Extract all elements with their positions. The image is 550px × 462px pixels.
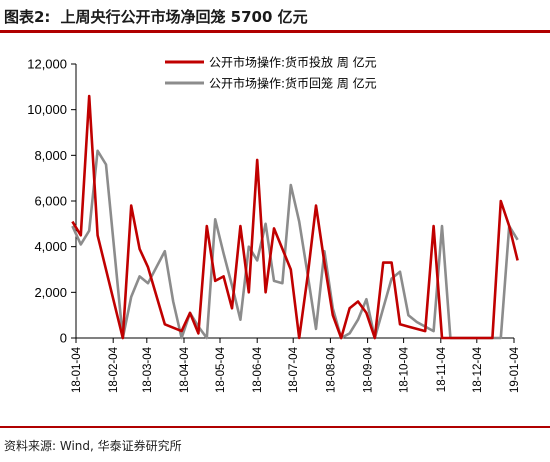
figure-number: 图表2: xyxy=(4,8,51,26)
y-tick-label: 10,000 xyxy=(27,102,67,117)
x-tick-label: 18-01-04 xyxy=(71,346,83,393)
x-tick-label: 18-03-04 xyxy=(142,346,154,393)
x-tick-label: 18-05-04 xyxy=(215,346,227,393)
y-tick-label: 2,000 xyxy=(34,285,67,300)
x-tick-label: 18-06-04 xyxy=(252,346,264,393)
source-note: 资料来源: Wind, 华泰证券研究所 xyxy=(4,439,182,453)
series-line-0 xyxy=(71,94,519,340)
figure-title-text: 上周央行公开市场净回笼 5700 亿元 xyxy=(60,8,308,26)
x-tick-label: 18-04-04 xyxy=(179,346,191,393)
chart-axes: 0 2,000 4,000 6,000 8,000 10,000 12,000 18-01-0… xyxy=(27,57,521,394)
line-chart: 0 2,000 4,000 6,000 8,000 10,000 12,000 18-01-0… xyxy=(27,55,521,394)
figure-title: 图表2: 上周央行公开市场净回笼 5700 亿元 xyxy=(4,6,308,27)
y-tick-label: 6,000 xyxy=(34,194,67,209)
x-tick-label: 18-12-04 xyxy=(472,346,484,393)
x-tick-label: 18-07-04 xyxy=(288,346,300,393)
y-tick-label: 0 xyxy=(60,331,67,346)
x-tick-label: 18-11-04 xyxy=(436,346,448,392)
y-tick-label: 8,000 xyxy=(34,148,67,163)
x-tick-label: 18-02-04 xyxy=(108,346,120,393)
title-rule xyxy=(0,30,550,33)
series-line-1 xyxy=(71,149,519,340)
y-tick-label: 4,000 xyxy=(34,239,67,254)
legend-label-1: 公开市场操作:货币回笼 周 亿元 xyxy=(209,76,377,91)
x-tick-label: 18-08-04 xyxy=(325,346,337,393)
footer-rule xyxy=(0,426,550,428)
y-tick-label: 12,000 xyxy=(27,57,67,72)
x-tick-label: 18-09-04 xyxy=(363,346,375,393)
legend-label-0: 公开市场操作:货币投放 周 亿元 xyxy=(209,55,377,70)
x-tick-label: 19-01-04 xyxy=(509,346,521,393)
x-tick-label: 18-10-04 xyxy=(399,346,411,393)
chart-series xyxy=(71,94,519,340)
